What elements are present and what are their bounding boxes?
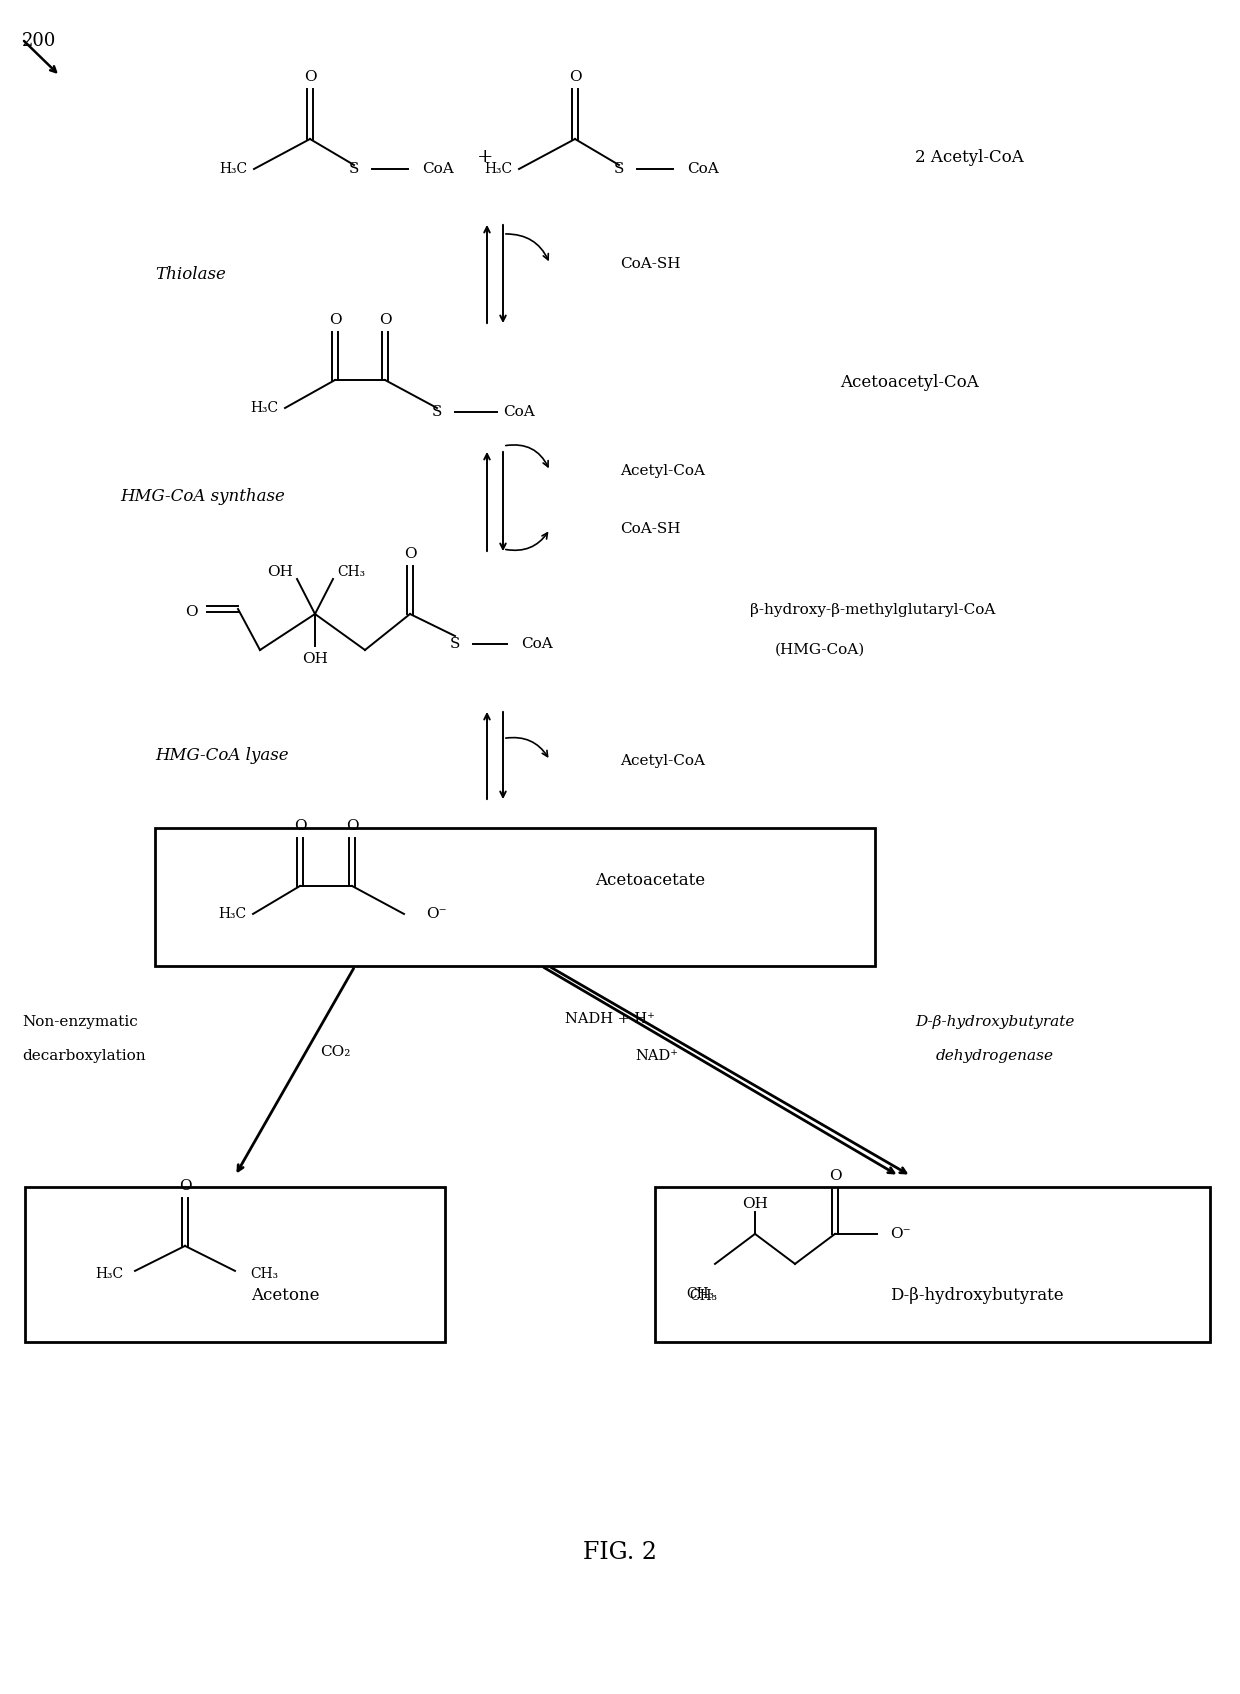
- Text: NADH + H⁺: NADH + H⁺: [565, 1011, 655, 1027]
- Text: Non-enzymatic: Non-enzymatic: [22, 1015, 138, 1028]
- Text: O: O: [569, 69, 582, 85]
- Text: decarboxylation: decarboxylation: [22, 1049, 145, 1064]
- Text: +: +: [476, 147, 494, 166]
- Bar: [25, 1187, 445, 1342]
- Text: Acetoacetate: Acetoacetate: [595, 872, 706, 889]
- Text: OH: OH: [267, 566, 293, 579]
- Text: FIG. 2: FIG. 2: [583, 1540, 657, 1564]
- Bar: [155, 828, 875, 966]
- Text: S: S: [348, 163, 360, 176]
- Text: CH₃: CH₃: [337, 566, 365, 579]
- Text: OH: OH: [303, 652, 327, 666]
- Text: Acetyl-CoA: Acetyl-CoA: [620, 464, 706, 478]
- Text: CoA: CoA: [422, 163, 454, 176]
- Text: H₃C: H₃C: [95, 1267, 123, 1281]
- Text: O: O: [404, 547, 417, 561]
- Text: HMG-CoA synthase: HMG-CoA synthase: [120, 488, 285, 505]
- Text: H₃C: H₃C: [250, 401, 278, 415]
- Text: Acetyl-CoA: Acetyl-CoA: [620, 754, 706, 767]
- Text: O: O: [185, 605, 198, 618]
- Text: Thiolase: Thiolase: [155, 266, 226, 283]
- Text: O⁻: O⁻: [890, 1226, 910, 1242]
- Text: HMG-CoA lyase: HMG-CoA lyase: [155, 747, 289, 764]
- Bar: [655, 1187, 1210, 1342]
- Text: CoA: CoA: [503, 405, 534, 418]
- Text: Acetoacetyl-CoA: Acetoacetyl-CoA: [839, 373, 978, 391]
- Text: O: O: [294, 818, 306, 833]
- Text: O: O: [828, 1169, 841, 1182]
- Text: CH₃: CH₃: [250, 1267, 278, 1281]
- Text: dehydrogenase: dehydrogenase: [936, 1049, 1054, 1064]
- Text: O: O: [179, 1179, 191, 1193]
- Text: CH₃: CH₃: [689, 1289, 717, 1303]
- Text: O⁻: O⁻: [427, 906, 446, 922]
- Text: H₃C: H₃C: [218, 906, 246, 922]
- Text: CoA: CoA: [687, 163, 719, 176]
- Text: O: O: [378, 313, 392, 327]
- Text: Acetone: Acetone: [252, 1287, 320, 1304]
- Text: 200: 200: [22, 32, 56, 51]
- Text: NAD⁺: NAD⁺: [635, 1049, 678, 1064]
- Text: (HMG-CoA): (HMG-CoA): [775, 644, 866, 657]
- Text: CoA: CoA: [521, 637, 553, 650]
- Text: β-hydroxy-β-methylglutaryl-CoA: β-hydroxy-β-methylglutaryl-CoA: [750, 603, 996, 617]
- Text: O: O: [329, 313, 341, 327]
- Text: CH₃: CH₃: [686, 1287, 714, 1301]
- Text: CoA-SH: CoA-SH: [620, 522, 681, 535]
- Text: S: S: [432, 405, 443, 418]
- Text: 2 Acetyl-CoA: 2 Acetyl-CoA: [915, 149, 1024, 166]
- Text: O: O: [346, 818, 358, 833]
- Text: D-β-hydroxybutyrate: D-β-hydroxybutyrate: [890, 1287, 1064, 1304]
- Text: H₃C: H₃C: [484, 163, 512, 176]
- Text: CoA-SH: CoA-SH: [620, 257, 681, 271]
- Text: H₃C: H₃C: [219, 163, 247, 176]
- Text: S: S: [614, 163, 624, 176]
- Text: S: S: [450, 637, 460, 650]
- Text: CO₂: CO₂: [320, 1045, 350, 1059]
- Text: O: O: [304, 69, 316, 85]
- Text: D-β-hydroxybutyrate: D-β-hydroxybutyrate: [915, 1015, 1075, 1028]
- Text: OH: OH: [742, 1198, 768, 1211]
